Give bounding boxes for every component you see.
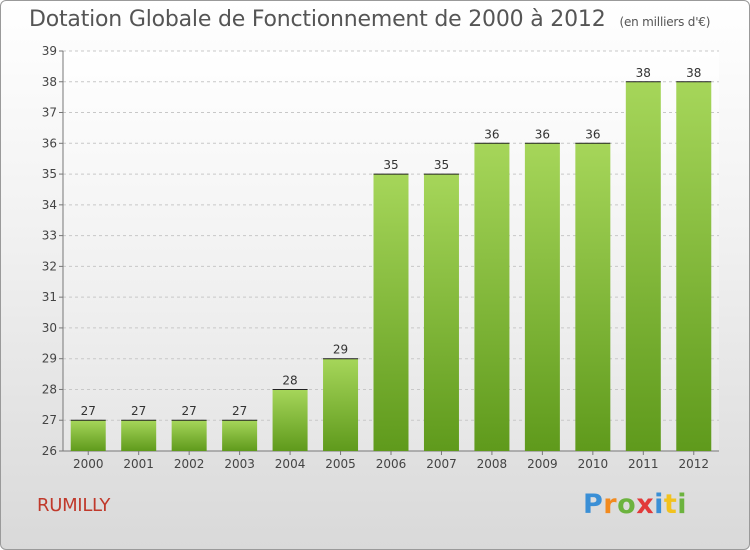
bar [625, 81, 661, 452]
y-tick-label: 34 [42, 198, 57, 212]
proxiti-logo: Proxiti [583, 489, 687, 520]
x-tick-label: 2004 [275, 457, 306, 471]
y-tick-label: 35 [42, 167, 57, 181]
x-tick-label: 2003 [224, 457, 255, 471]
bar [323, 358, 359, 451]
bar-value-label: 35 [434, 158, 449, 172]
bar [575, 143, 611, 452]
bar [676, 81, 712, 452]
y-tick-label: 38 [42, 75, 57, 89]
x-tick-label: 2001 [123, 457, 154, 471]
bar-value-label: 36 [535, 127, 550, 141]
y-tick-label: 39 [42, 44, 57, 58]
bar [423, 174, 459, 452]
bar-value-label: 36 [585, 127, 600, 141]
bar [171, 420, 207, 451]
bar-value-label: 27 [232, 404, 247, 418]
x-tick-label: 2008 [477, 457, 508, 471]
logo-letter: i [654, 489, 664, 520]
bar-value-label: 29 [333, 343, 348, 357]
chart-subtitle: (en milliers d'€) [619, 15, 711, 29]
logo-letter: t [663, 489, 678, 520]
bar-value-label: 38 [636, 66, 651, 80]
x-tick-label: 2006 [376, 457, 407, 471]
city-name: RUMILLY [37, 495, 111, 516]
x-tick-label: 2012 [678, 457, 709, 471]
x-tick-label: 2002 [174, 457, 205, 471]
chart-title-text: Dotation Globale de Fonctionnement de 20… [29, 7, 606, 32]
logo-letter: o [617, 489, 637, 520]
y-tick-label: 29 [42, 352, 57, 366]
bar [474, 143, 510, 452]
y-tick-label: 37 [42, 106, 57, 120]
y-tick-label: 27 [42, 413, 57, 427]
bar-value-label: 27 [81, 404, 96, 418]
logo-letter: x [636, 489, 655, 520]
bar-value-label: 27 [131, 404, 146, 418]
logo-letter: P [583, 489, 604, 520]
y-tick-label: 33 [42, 229, 57, 243]
bar [70, 420, 106, 451]
y-tick-label: 32 [42, 259, 57, 273]
y-tick-label: 31 [42, 290, 57, 304]
y-tick-label: 28 [42, 382, 57, 396]
bar-value-label: 36 [484, 127, 499, 141]
x-tick-label: 2000 [73, 457, 104, 471]
bar-value-label: 27 [182, 404, 197, 418]
logo-letter: i [677, 489, 688, 520]
bar-value-label: 38 [686, 66, 701, 80]
bar [222, 420, 258, 451]
logo-letter: r [603, 489, 618, 520]
y-tick-label: 30 [42, 321, 57, 335]
bar [121, 420, 157, 451]
bar [373, 174, 409, 452]
bar [272, 389, 308, 451]
x-tick-label: 2007 [426, 457, 457, 471]
y-tick-label: 26 [42, 444, 57, 458]
y-tick-label: 36 [42, 136, 57, 150]
x-tick-label: 2010 [578, 457, 609, 471]
x-tick-label: 2009 [527, 457, 558, 471]
bar [524, 143, 560, 452]
chart-title: Dotation Globale de Fonctionnement de 20… [29, 7, 710, 32]
x-tick-label: 2011 [628, 457, 659, 471]
bar-value-label: 35 [383, 158, 398, 172]
bar-value-label: 28 [282, 373, 297, 387]
x-tick-label: 2005 [325, 457, 356, 471]
